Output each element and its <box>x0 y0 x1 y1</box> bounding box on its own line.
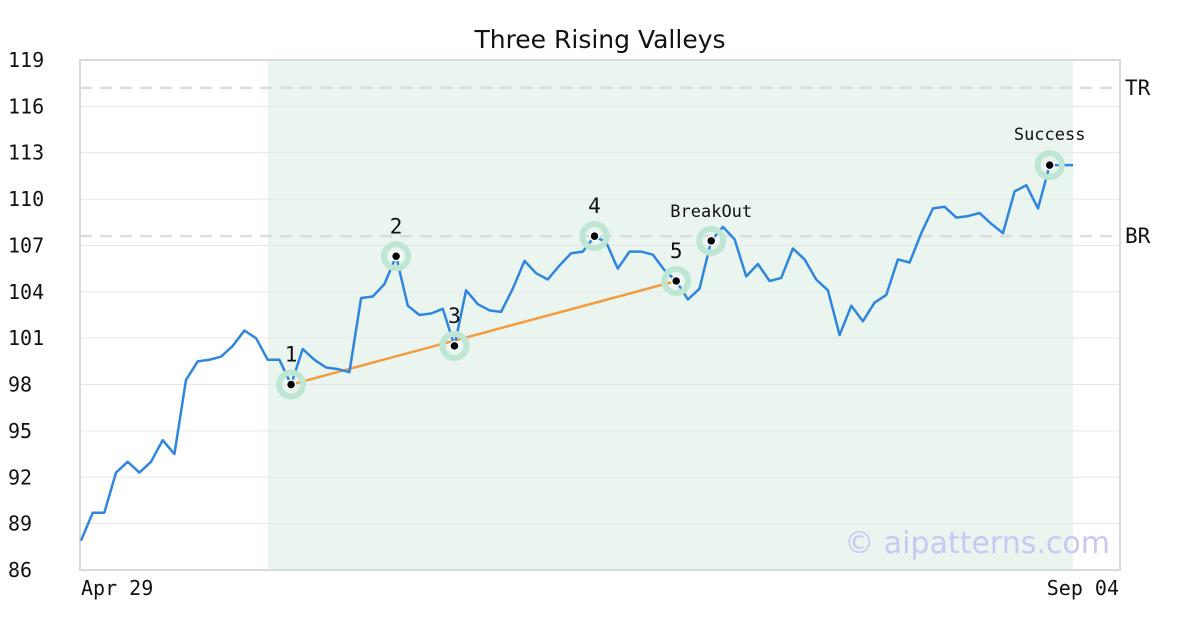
marker-label: 5 <box>670 239 683 263</box>
marker-halo <box>579 221 610 252</box>
marker-label: 1 <box>285 343 298 367</box>
pattern-marker: 5 <box>661 239 692 296</box>
price-line <box>79 163 1073 542</box>
chart-title: Three Rising Valleys <box>473 25 725 54</box>
reference-label-tr: TR <box>1125 76 1151 100</box>
y-axis-ticks: 86 89 92 95 98 101 104 107 110 113 116 119 <box>8 48 44 582</box>
price-series <box>79 163 1073 542</box>
watermark: © aipatterns.com <box>844 526 1110 561</box>
x-axis-ticks: Apr 29 Sep 04 <box>81 576 1119 600</box>
marker-halo <box>1034 150 1065 181</box>
marker-label: 3 <box>448 304 461 328</box>
pattern-marker: 4 <box>579 194 610 252</box>
marker-dot <box>390 251 402 262</box>
y-tick-label: 116 <box>8 94 44 118</box>
y-tick-label: 98 <box>8 373 32 397</box>
reference-label-br: BR <box>1125 224 1151 248</box>
marker-dot <box>285 379 297 390</box>
y-tick-label: 119 <box>8 48 44 72</box>
marker-halo <box>439 330 470 361</box>
marker-label: 2 <box>390 214 403 238</box>
x-tick-label: Sep 04 <box>1047 576 1119 600</box>
pattern-marker: 3 <box>439 304 470 361</box>
y-tick-label: 107 <box>8 233 44 257</box>
y-tick-label: 101 <box>8 326 44 350</box>
marker-label: Success <box>1014 125 1086 145</box>
pattern-region-shade <box>267 60 1074 570</box>
pattern-marker: Success <box>1014 125 1086 181</box>
marker-halo <box>696 225 727 256</box>
pattern-region <box>267 60 1074 570</box>
marker-halo <box>276 369 307 400</box>
pattern-marker: BreakOut <box>670 202 752 256</box>
y-tick-label: 113 <box>8 141 44 165</box>
y-tick-label: 86 <box>8 558 32 582</box>
y-tick-label: 110 <box>8 187 44 211</box>
marker-dot <box>449 340 460 352</box>
marker-halo <box>381 241 412 272</box>
y-tick-label: 92 <box>8 465 32 489</box>
pattern-marker: 1 <box>276 343 307 400</box>
y-tick-label: 89 <box>8 512 32 536</box>
marker-dot <box>670 275 682 287</box>
x-tick-label: Apr 29 <box>81 576 153 600</box>
marker-label: 4 <box>588 194 601 218</box>
plot-frame <box>79 59 1121 571</box>
y-tick-label: 95 <box>8 419 32 443</box>
valley-trendline <box>290 279 677 386</box>
marker-dot <box>1044 159 1055 171</box>
marker-dot <box>705 235 717 247</box>
marker-dot <box>589 230 600 242</box>
pattern-markers: 1 2 3 4 5 BreakOut Success <box>276 125 1086 400</box>
reference-lines: TR BR <box>80 76 1151 248</box>
marker-label: BreakOut <box>670 202 752 222</box>
trendline <box>290 279 677 386</box>
marker-halo <box>661 266 692 296</box>
pattern-marker: 2 <box>381 214 412 272</box>
y-tick-label: 104 <box>8 280 44 304</box>
